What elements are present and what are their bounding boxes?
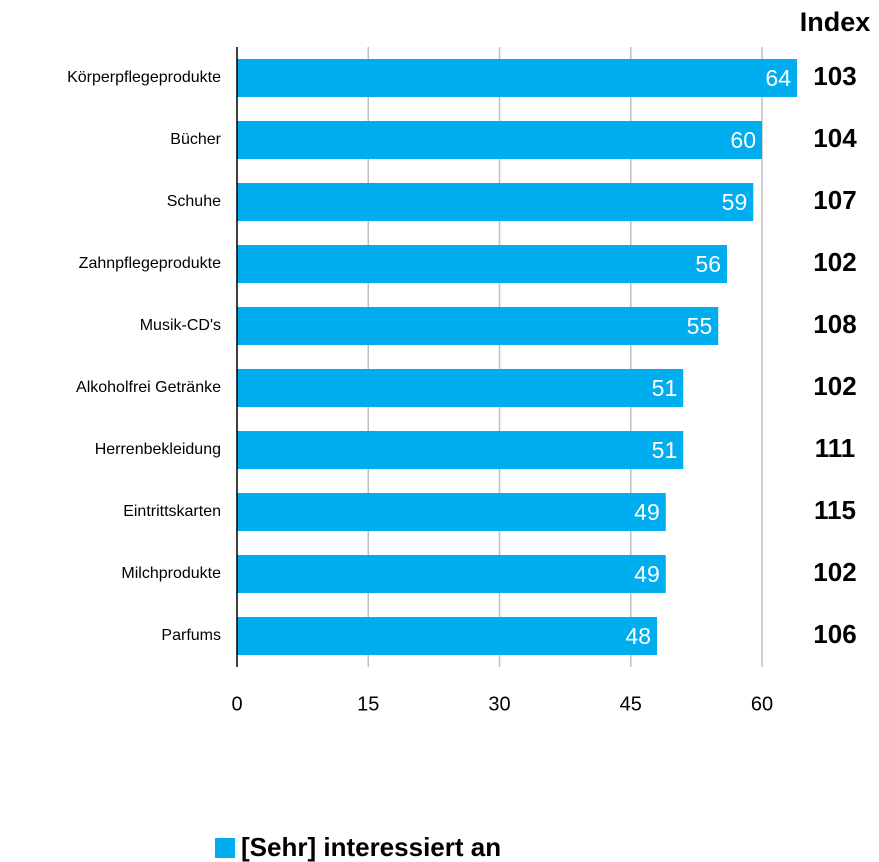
value-label: 59 xyxy=(722,189,748,215)
y-tick-label: Eintrittskarten xyxy=(123,503,221,520)
value-label: 60 xyxy=(730,127,756,153)
index-value: 102 xyxy=(813,557,856,587)
index-value: 108 xyxy=(813,309,856,339)
bar xyxy=(237,617,657,655)
x-tick-label: 15 xyxy=(357,693,379,715)
index-value: 111 xyxy=(815,433,856,463)
value-label: 55 xyxy=(687,313,713,339)
legend-label: [Sehr] interessiert an xyxy=(241,832,501,862)
y-tick-label: Parfums xyxy=(161,627,221,644)
index-value: 103 xyxy=(813,61,856,91)
y-tick-label: Schuhe xyxy=(167,193,221,210)
index-value: 102 xyxy=(813,247,856,277)
legend-swatch xyxy=(215,838,235,858)
x-tick-label: 0 xyxy=(231,693,242,715)
bar xyxy=(237,121,762,159)
x-tick-label: 45 xyxy=(620,693,642,715)
value-label: 56 xyxy=(695,251,721,277)
bar xyxy=(237,369,684,407)
y-tick-label: Musik-CD's xyxy=(140,317,221,334)
y-tick-label: Zahnpflegeprodukte xyxy=(79,255,221,272)
y-tick-label: Milchprodukte xyxy=(121,565,221,582)
value-label: 48 xyxy=(625,623,651,649)
value-label: 64 xyxy=(765,65,791,91)
x-tick-label: 30 xyxy=(488,693,510,715)
index-title: Index xyxy=(800,7,871,37)
index-value: 104 xyxy=(813,123,857,153)
bar xyxy=(237,59,797,97)
bar xyxy=(237,183,754,221)
bar xyxy=(237,245,727,283)
value-label: 51 xyxy=(652,437,678,463)
value-label: 49 xyxy=(634,499,660,525)
y-tick-label: Körperpflegeprodukte xyxy=(67,69,221,86)
bar xyxy=(237,493,666,531)
bar xyxy=(237,555,666,593)
bar xyxy=(237,307,719,345)
index-value: 102 xyxy=(813,371,856,401)
y-tick-label: Alkoholfrei Getränke xyxy=(76,379,221,396)
index-value: 106 xyxy=(813,619,856,649)
index-value: 115 xyxy=(814,495,856,525)
x-tick-label: 60 xyxy=(751,693,773,715)
index-value: 107 xyxy=(813,185,856,215)
y-tick-label: Herrenbekleidung xyxy=(95,441,221,458)
bar xyxy=(237,431,684,469)
value-label: 51 xyxy=(652,375,678,401)
value-label: 49 xyxy=(634,561,660,587)
y-tick-label: Bücher xyxy=(170,131,221,148)
